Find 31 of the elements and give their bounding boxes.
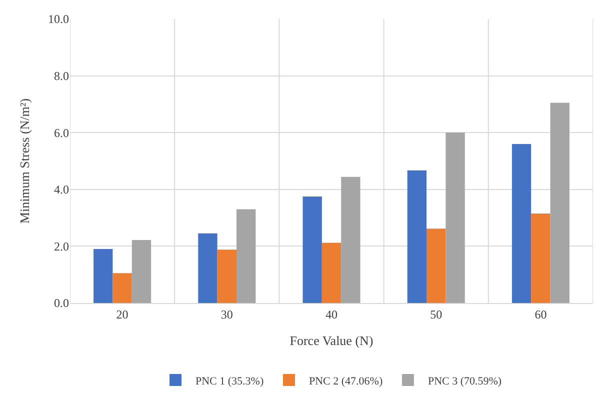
bar bbox=[512, 144, 532, 303]
bar bbox=[112, 273, 132, 303]
y-tick-label: 0.0 bbox=[54, 296, 69, 310]
y-tick-label: 4.0 bbox=[54, 182, 69, 197]
bar bbox=[407, 170, 427, 303]
x-tick-label: 40 bbox=[326, 307, 338, 322]
bar bbox=[550, 102, 570, 303]
legend-label: PNC 3 (70.59%) bbox=[428, 375, 502, 388]
bar bbox=[132, 240, 152, 303]
bar bbox=[302, 196, 322, 303]
x-axis-title: Force Value (N) bbox=[290, 333, 374, 348]
y-tick-label: 8.0 bbox=[54, 69, 69, 83]
bar bbox=[217, 250, 236, 303]
x-tick-label: 20 bbox=[116, 307, 128, 322]
x-tick-label: 50 bbox=[430, 307, 442, 322]
y-tick-label: 10.0 bbox=[48, 12, 69, 26]
bar bbox=[426, 228, 446, 303]
bar bbox=[322, 242, 342, 303]
bar bbox=[446, 132, 465, 303]
bar bbox=[341, 176, 360, 303]
y-axis-title: Minimum Stress (N/m²) bbox=[16, 98, 32, 224]
y-tick-label: 2.0 bbox=[54, 239, 69, 254]
x-tick-label: 60 bbox=[534, 307, 547, 322]
bar bbox=[531, 214, 550, 303]
x-tick-label: 30 bbox=[220, 307, 233, 322]
bar bbox=[198, 233, 218, 303]
bar bbox=[236, 209, 256, 303]
legend-label: PNC 1 (35.3%) bbox=[196, 375, 264, 388]
y-tick-label: 6.0 bbox=[54, 126, 69, 140]
bar bbox=[94, 249, 113, 303]
legend-label: PNC 2 (47.06%) bbox=[308, 375, 383, 388]
